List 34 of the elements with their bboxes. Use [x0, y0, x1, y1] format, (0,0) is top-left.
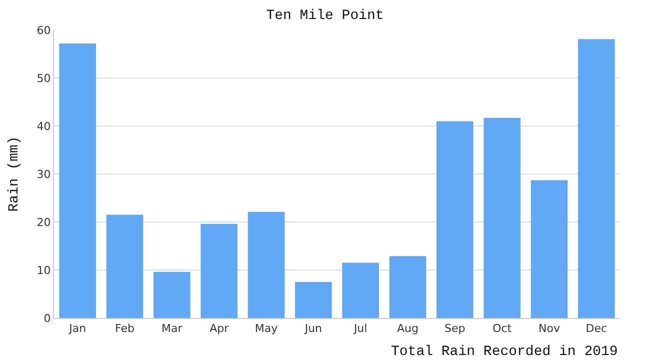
bar	[106, 214, 144, 318]
bar	[295, 282, 332, 318]
y-tick-label: 40	[36, 120, 51, 133]
bar	[200, 224, 238, 318]
y-tick-label: 30	[36, 168, 51, 181]
y-tick-label: 20	[36, 216, 51, 229]
bar	[436, 121, 474, 318]
text: Total Rain Recorded in 2019	[391, 344, 618, 360]
bar	[578, 39, 615, 318]
x-tick-label: Nov	[538, 322, 560, 336]
chart-title: Ten Mile Point	[266, 8, 384, 24]
x-tick-label: Jul	[352, 322, 368, 336]
bar	[530, 180, 568, 318]
x-tick-label: Apr	[210, 322, 230, 336]
x-tick-label: Sep	[444, 322, 466, 336]
x-tick-label: Aug	[397, 322, 418, 336]
x-tick-label: Mar	[162, 322, 183, 336]
x-tick-label: Feb	[115, 322, 134, 336]
bar	[342, 262, 379, 318]
x-tick-label: Jan	[68, 322, 86, 336]
x-tick-label: Dec	[586, 322, 608, 336]
y-axis-title: Rain (mm)	[6, 136, 22, 212]
bar	[484, 118, 520, 318]
y-tick-label: 0	[44, 312, 51, 325]
x-tick-label: Jun	[304, 322, 322, 336]
x-tick-label: Oct	[492, 322, 512, 336]
x-tick-label: May	[254, 322, 278, 336]
bar	[154, 272, 190, 318]
bar	[389, 256, 426, 318]
y-tick-label: 60	[36, 24, 51, 37]
bar	[59, 43, 96, 318]
bar	[248, 212, 285, 318]
y-tick-label: 50	[36, 72, 51, 85]
y-tick-label: 10	[36, 264, 51, 277]
